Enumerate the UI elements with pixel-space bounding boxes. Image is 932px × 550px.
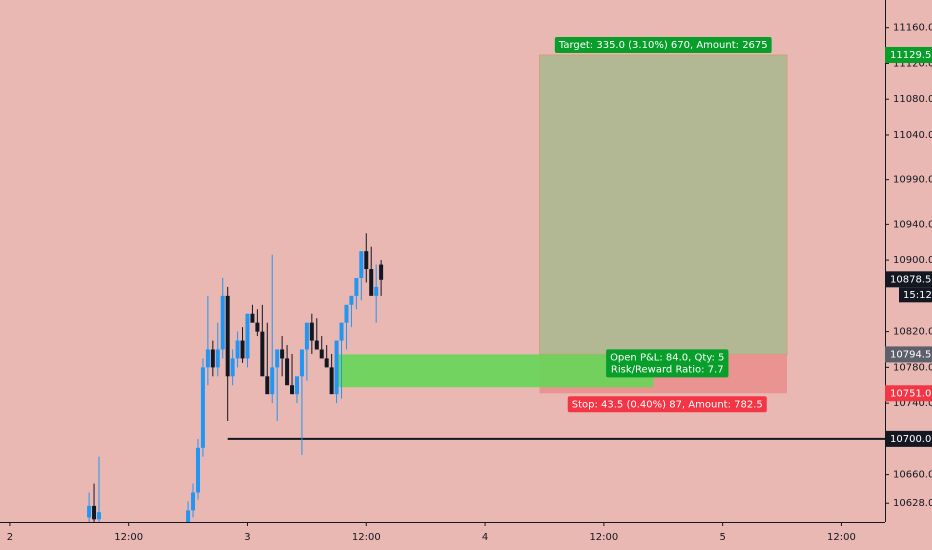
x-tick-label: 2	[7, 532, 13, 543]
candle-body	[195, 447, 200, 493]
x-tick-label: 12:00	[352, 532, 381, 543]
price-label-box	[885, 46, 932, 63]
x-tick-label: 12:00	[114, 532, 143, 543]
price-label: 10751.0	[890, 388, 931, 399]
candle-body	[220, 295, 225, 350]
candle-body	[260, 331, 265, 377]
candle-body	[369, 269, 374, 296]
price-label-box	[885, 430, 932, 447]
price-label: 11129.5	[890, 50, 931, 61]
candle-body	[275, 349, 280, 368]
price-label-box	[885, 346, 932, 363]
candle-body	[309, 322, 314, 341]
target-label-box	[554, 36, 772, 53]
price-label: 10700.0	[890, 434, 931, 445]
candle-body	[314, 340, 319, 350]
candle-body	[334, 340, 339, 395]
price-label: 10794.5	[890, 349, 931, 360]
y-tick-label: 11040.0	[893, 130, 932, 141]
price-label-box	[885, 271, 932, 288]
y-tick-label: 10820.0	[893, 327, 932, 338]
stop-label: Stop: 43.5 (0.40%) 87, Amount: 782.5	[567, 396, 767, 413]
candle-body	[339, 322, 344, 341]
candle-body	[294, 376, 299, 395]
candle-body	[200, 367, 205, 448]
candle-body	[285, 358, 290, 386]
candle-body	[265, 376, 270, 395]
x-tick-label: 12:00	[589, 532, 618, 543]
candle-body	[349, 295, 354, 305]
x-tick-label: 4	[482, 532, 488, 543]
candle-body	[215, 349, 220, 368]
y-tick-label: 10740.0	[893, 398, 932, 409]
candle-body	[235, 340, 240, 359]
candle-body	[186, 510, 191, 522]
candle-body	[87, 505, 92, 518]
candle-body	[92, 505, 97, 520]
countdown-box	[899, 287, 932, 303]
y-tick-label: 10628.0	[893, 498, 932, 509]
y-tick-label: 10660.0	[893, 470, 932, 481]
countdown: 15:12	[903, 290, 932, 301]
candle-body	[359, 251, 364, 278]
pnl-label-text: Open P&L: 84.0, Qty: 5	[610, 352, 724, 363]
y-tick-label: 10940.0	[893, 219, 932, 230]
target-label: Target: 335.0 (3.10%) 670, Amount: 2675	[554, 36, 772, 53]
pnl-label-box	[606, 349, 729, 378]
y-tick-label: 11080.0	[893, 94, 932, 105]
candle-body	[230, 358, 235, 377]
candle-body	[225, 295, 230, 377]
candle-body	[304, 322, 309, 350]
candle-body	[205, 349, 210, 368]
candle-body	[96, 512, 101, 520]
candle-body	[329, 367, 334, 395]
stop-label-text: Stop: 43.5 (0.40%) 87, Amount: 782.5	[572, 399, 763, 410]
target-label-text: Target: 335.0 (3.10%) 670, Amount: 2675	[558, 40, 768, 51]
pnl-label-text: Risk/Reward Ratio: 7.7	[611, 364, 724, 375]
price-label: 10878.5	[890, 274, 931, 285]
candle-body	[245, 313, 250, 359]
candle-body	[374, 286, 379, 296]
price-label-box	[885, 385, 932, 402]
candle-body	[299, 349, 304, 377]
candle-body	[270, 367, 275, 395]
candle-body	[210, 349, 215, 368]
candle-body	[290, 385, 295, 395]
candle-body	[324, 358, 329, 368]
candle-body	[191, 492, 196, 511]
candle-body	[280, 349, 285, 359]
candle-body	[250, 313, 255, 323]
candle-body	[364, 251, 369, 270]
y-tick-label: 10780.0	[893, 362, 932, 373]
candle-body	[319, 349, 324, 359]
x-tick-label: 5	[719, 532, 725, 543]
y-tick-label: 10990.0	[893, 175, 932, 186]
candle-body	[255, 322, 260, 332]
pnl-zone	[336, 354, 654, 388]
candle-body	[344, 304, 349, 323]
candle-body	[354, 277, 359, 296]
candle-body	[379, 264, 384, 280]
y-tick-label: 11120.0	[893, 58, 932, 69]
y-tick-label: 10900.0	[893, 255, 932, 266]
target-zone	[539, 54, 788, 355]
y-tick-label: 11160.0	[893, 23, 932, 34]
x-tick-label: 3	[244, 532, 250, 543]
candle-body	[240, 340, 245, 359]
x-tick-label: 12:00	[827, 532, 856, 543]
stop-label-box	[567, 396, 767, 413]
